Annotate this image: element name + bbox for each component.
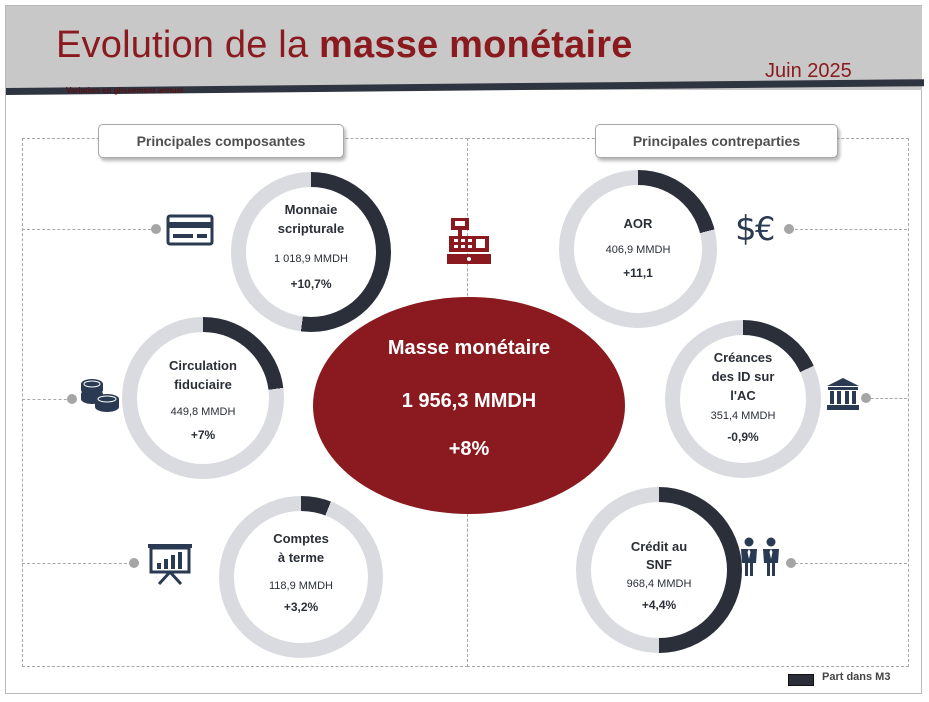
connector-dot — [151, 224, 161, 234]
people-icon — [741, 537, 779, 576]
connector-dot — [786, 558, 796, 568]
page-title: Evolution de la masse monétaire — [56, 24, 633, 67]
report-date: Juin 2025 — [765, 60, 852, 82]
connector-line — [790, 229, 907, 230]
donut-hole — [246, 187, 376, 317]
connector-line — [790, 563, 907, 564]
credit-card-icon — [166, 214, 214, 246]
donut-label: Créances — [713, 350, 773, 365]
donut-value: 118,9 MMDH — [269, 580, 333, 592]
legend-swatch — [788, 674, 814, 686]
svg-text:€: € — [755, 210, 775, 247]
donut-value: 406,9 MMDH — [605, 244, 671, 256]
bank-icon — [827, 378, 859, 410]
donut-change: +3,2% — [283, 600, 319, 614]
donut-label: SNF — [646, 557, 672, 572]
connector-line — [22, 399, 72, 400]
donut-hole — [234, 511, 368, 643]
donut-value: 1 018,9 MMDH — [274, 253, 348, 265]
connector-line — [22, 563, 132, 564]
donut-label: des ID sur — [711, 369, 775, 384]
donut-label: Crédit au — [630, 539, 688, 554]
donut-value: 449,8 MMDH — [170, 406, 236, 418]
donut-change: +4,4% — [641, 598, 677, 612]
donut-label: Circulation — [169, 358, 237, 373]
coins-icon — [81, 379, 119, 412]
cash-register-icon — [447, 218, 491, 264]
donut-change: +11,1 — [623, 266, 653, 280]
total-title: Masse monétaire — [387, 337, 551, 359]
section-label-components: Principales composantes — [98, 124, 344, 158]
total-bubble — [313, 297, 625, 514]
donut-change: -0,9% — [727, 430, 759, 444]
connector-line — [866, 398, 907, 399]
donut-hole — [574, 185, 702, 313]
donut-value: 351,4 MMDH — [710, 410, 776, 422]
donut-hole — [137, 332, 269, 464]
donut-label: à terme — [277, 550, 325, 565]
donut-label: Comptes — [273, 531, 329, 546]
donut-change: +7% — [190, 428, 216, 442]
donut-value: 968,4 MMDH — [626, 578, 692, 590]
legend-label: Part dans M3 — [822, 671, 891, 683]
connector-dot — [67, 394, 77, 404]
header-band — [6, 6, 922, 90]
donut-label: Monnaie — [284, 202, 338, 217]
donut-hole — [591, 502, 727, 638]
connector-dot — [784, 224, 794, 234]
total-change: +8% — [448, 438, 490, 460]
connector-dot — [861, 393, 871, 403]
title-bold: masse monétaire — [319, 24, 633, 66]
donut-hole — [680, 335, 806, 463]
donut-label: AOR — [623, 216, 653, 231]
total-value: 1 956,3 MMDH — [401, 390, 537, 412]
donut-change: +10,7% — [290, 277, 332, 291]
donut-label: fiduciaire — [174, 377, 232, 392]
donut-label: scripturale — [277, 221, 345, 236]
page-subtitle: Variation en glissement annuel — [66, 86, 184, 95]
donut-label: l'AC — [730, 388, 756, 403]
dollar-euro-icon: $ € — [735, 209, 775, 247]
connector-line — [22, 229, 156, 230]
section-label-counterparts: Principales contreparties — [595, 124, 838, 158]
title-regular: Evolution de la — [56, 24, 320, 66]
svg-text:$: $ — [735, 209, 757, 247]
connector-dot — [129, 558, 139, 568]
presentation-chart-icon — [148, 544, 192, 585]
